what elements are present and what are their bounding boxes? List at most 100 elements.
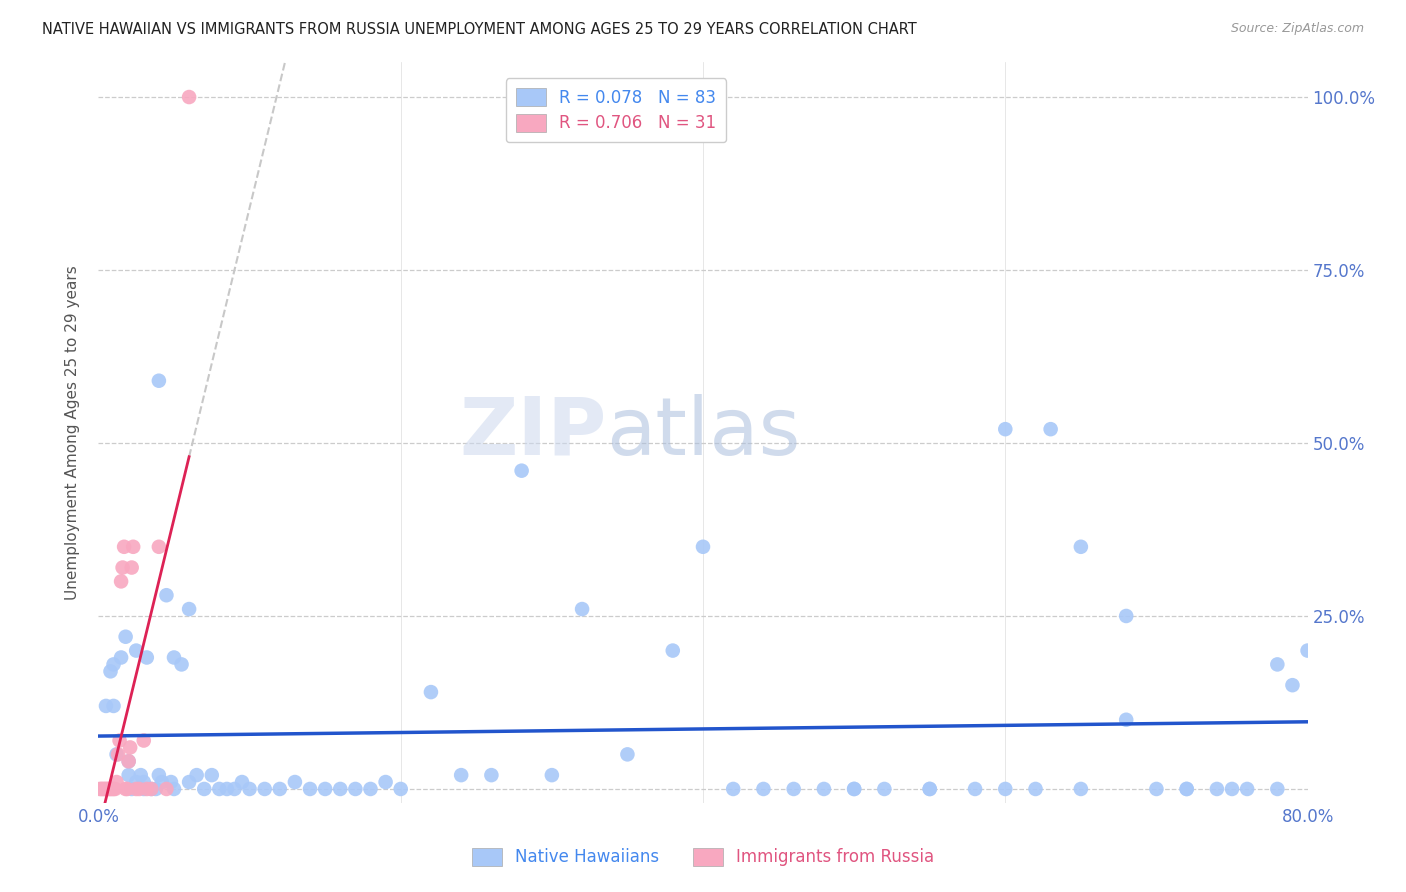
Point: [100, 665, 122, 679]
Point: [155, 781, 177, 796]
Point: [118, 754, 141, 768]
Point: [100, 781, 122, 796]
Point: [163, 650, 186, 665]
Point: [692, 540, 714, 554]
Point: [1267, 657, 1289, 672]
Point: [571, 602, 593, 616]
Point: [918, 781, 941, 796]
Point: [813, 781, 835, 796]
Point: [103, 657, 125, 672]
Point: [224, 781, 246, 796]
Point: [135, 781, 157, 796]
Point: [90, 781, 112, 796]
Legend: Native Hawaiians, Immigrants from Russia: Native Hawaiians, Immigrants from Russia: [464, 839, 942, 875]
Point: [374, 775, 396, 789]
Point: [360, 781, 382, 796]
Point: [108, 733, 131, 747]
Point: [186, 768, 208, 782]
Point: [299, 781, 322, 796]
Point: [160, 775, 183, 789]
Point: [540, 768, 562, 782]
Point: [148, 768, 170, 782]
Point: [201, 768, 224, 782]
Point: [450, 768, 472, 782]
Point: [1024, 781, 1046, 796]
Point: [1281, 678, 1303, 692]
Text: NATIVE HAWAIIAN VS IMMIGRANTS FROM RUSSIA UNEMPLOYMENT AMONG AGES 25 TO 29 YEARS: NATIVE HAWAIIAN VS IMMIGRANTS FROM RUSSI…: [42, 22, 917, 37]
Point: [114, 630, 136, 644]
Point: [1236, 781, 1258, 796]
Point: [873, 781, 896, 796]
Point: [994, 781, 1017, 796]
Point: [132, 775, 155, 789]
Point: [98, 781, 121, 796]
Point: [1267, 781, 1289, 796]
Point: [105, 775, 128, 789]
Point: [125, 775, 148, 789]
Point: [129, 768, 152, 782]
Point: [344, 781, 367, 796]
Point: [110, 574, 132, 589]
Text: Source: ZipAtlas.com: Source: ZipAtlas.com: [1230, 22, 1364, 36]
Point: [269, 781, 291, 796]
Point: [1115, 713, 1137, 727]
Point: [93, 781, 115, 796]
Point: [122, 540, 145, 554]
Point: [170, 657, 193, 672]
Point: [420, 685, 443, 699]
Point: [389, 781, 412, 796]
Point: [1175, 781, 1198, 796]
Text: ZIP: ZIP: [458, 393, 606, 472]
Point: [103, 698, 125, 713]
Point: [1206, 781, 1229, 796]
Y-axis label: Unemployment Among Ages 25 to 29 years: Unemployment Among Ages 25 to 29 years: [65, 265, 80, 600]
Point: [965, 781, 987, 796]
Point: [118, 768, 141, 782]
Point: [1070, 781, 1092, 796]
Point: [125, 643, 148, 657]
Point: [145, 781, 167, 796]
Point: [105, 747, 128, 762]
Point: [96, 781, 118, 796]
Point: [239, 781, 262, 796]
Point: [121, 560, 143, 574]
Point: [155, 588, 177, 602]
Point: [128, 781, 150, 796]
Point: [125, 781, 148, 796]
Point: [111, 560, 134, 574]
Point: [101, 781, 124, 796]
Point: [329, 781, 352, 796]
Point: [132, 733, 155, 747]
Point: [844, 781, 866, 796]
Point: [104, 781, 127, 796]
Text: atlas: atlas: [606, 393, 800, 472]
Point: [89, 781, 111, 796]
Point: [661, 643, 683, 657]
Point: [1115, 609, 1137, 624]
Point: [723, 781, 745, 796]
Point: [994, 422, 1017, 436]
Point: [314, 781, 336, 796]
Point: [844, 781, 866, 796]
Point: [510, 464, 533, 478]
Point: [132, 781, 155, 796]
Point: [121, 781, 143, 796]
Point: [481, 768, 503, 782]
Point: [120, 740, 142, 755]
Point: [616, 747, 638, 762]
Point: [94, 698, 117, 713]
Point: [918, 781, 941, 796]
Point: [115, 781, 138, 796]
Point: [135, 650, 157, 665]
Point: [179, 775, 201, 789]
Point: [91, 781, 114, 796]
Point: [179, 602, 201, 616]
Point: [148, 540, 170, 554]
Point: [208, 781, 231, 796]
Point: [1144, 781, 1167, 796]
Point: [114, 781, 136, 796]
Point: [110, 650, 132, 665]
Point: [150, 775, 173, 789]
Point: [215, 781, 238, 796]
Point: [118, 754, 141, 768]
